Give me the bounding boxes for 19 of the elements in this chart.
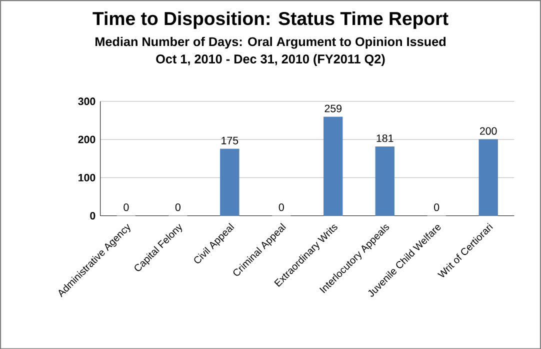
y-tick-label: 200 xyxy=(78,136,96,144)
data-label: 0 xyxy=(124,203,129,211)
data-label: 0 xyxy=(278,203,284,211)
y-tick-label: 0 xyxy=(90,212,96,220)
text: Oct 1, 2010 - Dec 31, 2010 (FY2011 Q2) xyxy=(156,54,385,66)
chart-subtitle: Median Number of Days: Oral Argument to Opinion Issued xyxy=(96,36,446,49)
y-tick-label: 300 xyxy=(78,97,96,105)
data-label: 200 xyxy=(480,127,497,135)
data-label: 181 xyxy=(376,134,394,142)
y-tick-label: 100 xyxy=(78,174,96,182)
bar xyxy=(375,146,394,216)
bar xyxy=(478,139,498,216)
bar xyxy=(324,116,343,216)
data-label: 259 xyxy=(324,104,342,112)
data-label: 0 xyxy=(434,203,440,211)
bar xyxy=(220,148,240,216)
chart-title: Time to Disposition: Status Time Report xyxy=(92,11,448,29)
data-label: 175 xyxy=(222,136,238,144)
data-label: 0 xyxy=(175,203,180,211)
